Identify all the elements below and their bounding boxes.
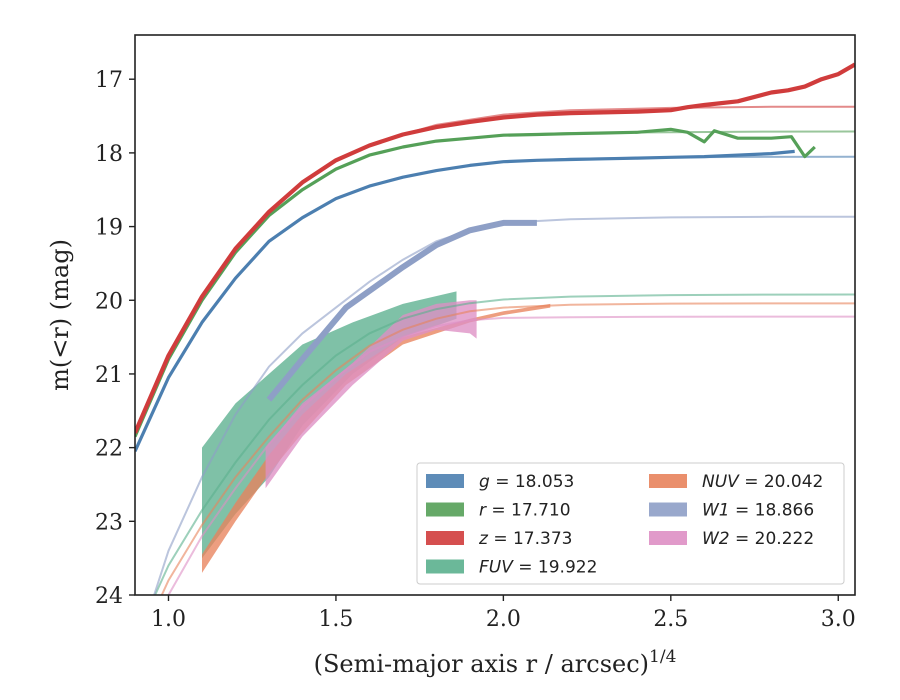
legend-band: W1 bbox=[702, 501, 730, 521]
legend-value: = 18.053 bbox=[490, 472, 575, 492]
y-tick-label: 23 bbox=[95, 510, 123, 535]
legend-entry-nuv: NUV = 20.042 bbox=[702, 472, 823, 492]
x-tick-label: 2.0 bbox=[486, 607, 521, 632]
model-line-nuv bbox=[160, 302, 855, 595]
legend-value: = 17.710 bbox=[486, 501, 571, 521]
legend-swatch-g bbox=[426, 474, 464, 488]
x-tick-label: 1.0 bbox=[151, 607, 186, 632]
series-layer bbox=[135, 62, 855, 595]
legend-swatch-z bbox=[426, 531, 464, 545]
legend-entry-w1: W1 = 18.866 bbox=[702, 501, 814, 521]
y-tick-label: 21 bbox=[95, 363, 123, 388]
band-area-w2 bbox=[265, 300, 477, 489]
tick-layer: 1.0 1.5 2.0 2.5 3.0 17 18 19 20 21 22 23 24 bbox=[95, 68, 856, 632]
legend-swatch-nuv bbox=[649, 474, 687, 488]
y-tick-label: 18 bbox=[95, 142, 123, 167]
legend-value: = 18.866 bbox=[730, 501, 815, 521]
legend-swatch-r bbox=[426, 502, 464, 517]
legend-entry-g: g = 18.053 bbox=[479, 472, 574, 492]
data-line-w1 bbox=[266, 219, 537, 402]
legend-value: = 20.222 bbox=[730, 529, 815, 549]
data-line-g bbox=[135, 149, 795, 452]
legend-entry-fuv: FUV = 19.922 bbox=[479, 558, 597, 578]
data-line-r bbox=[135, 127, 816, 438]
legend-swatch-fuv bbox=[426, 559, 464, 574]
legend-swatch-w2 bbox=[649, 531, 687, 545]
y-tick-label: 20 bbox=[95, 289, 123, 314]
legend-swatch-w1 bbox=[649, 502, 687, 517]
x-tick-label: 2.5 bbox=[653, 607, 688, 632]
y-tick-label: 19 bbox=[95, 216, 123, 241]
legend-entry-r: r = 17.710 bbox=[479, 501, 571, 521]
model-line-w1 bbox=[153, 215, 855, 595]
x-tick-label: 3.0 bbox=[821, 607, 856, 632]
legend-entry-z: z = 17.373 bbox=[478, 529, 572, 549]
x-axis-label: (Semi-major axis r / arcsec)1/4 bbox=[314, 647, 677, 678]
legend-band: z bbox=[478, 529, 489, 549]
legend-value: = 17.373 bbox=[488, 529, 573, 549]
model-line-w2 bbox=[167, 315, 855, 595]
legend-band: W2 bbox=[702, 529, 730, 549]
legend-value: = 20.042 bbox=[739, 472, 824, 492]
legend-band: FUV bbox=[479, 558, 514, 578]
legend-entry-w2: W2 = 20.222 bbox=[702, 529, 814, 549]
legend-band: g bbox=[479, 472, 490, 492]
legend-band: NUV bbox=[702, 472, 740, 492]
y-tick-label: 24 bbox=[95, 584, 123, 609]
y-tick-label: 17 bbox=[95, 68, 123, 93]
plot-frame bbox=[134, 34, 856, 596]
y-axis-label: m(<r) (mag) bbox=[46, 239, 74, 391]
x-tick-label: 1.5 bbox=[318, 607, 353, 632]
legend-frame bbox=[416, 462, 845, 585]
model-line-fuv bbox=[153, 293, 855, 595]
x-axis-label-text: (Semi-major axis r / arcsec) bbox=[314, 650, 649, 678]
legend-band: r bbox=[479, 501, 487, 521]
x-axis-label-exponent: 1/4 bbox=[649, 647, 676, 667]
legend-value: = 19.922 bbox=[513, 558, 598, 578]
data-line-z bbox=[135, 62, 855, 434]
y-tick-label: 22 bbox=[95, 437, 123, 462]
